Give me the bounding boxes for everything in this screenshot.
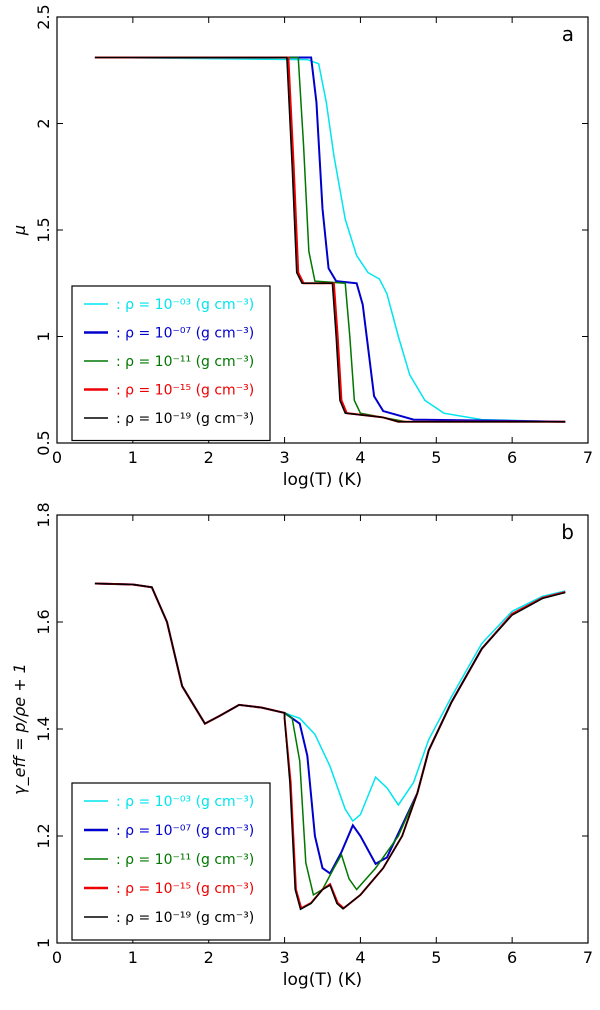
legend: : ρ = 10⁻⁰³ (g cm⁻³) : ρ = 10⁻⁰⁷ (g cm⁻³)… (71, 285, 271, 442)
x-tick-label: 6 (507, 948, 517, 967)
legend-label-1: : ρ = 10⁻⁰⁷ (g cm⁻³) (116, 823, 254, 839)
legend-label-2: : ρ = 10⁻¹¹ (g cm⁻³) (116, 852, 254, 868)
panel-a: 0 1 2 3 4 5 6 7 0.5 1 1.5 2 2.5 log(T) (K) μ a : ρ = 10⁻… (10, 4, 593, 490)
x-tick-label: 2 (204, 448, 214, 467)
x-tick-label: 4 (355, 448, 365, 467)
legend-box (71, 782, 271, 941)
y-tick-label: 2.5 (34, 4, 53, 29)
legend-label-3: : ρ = 10⁻¹⁵ (g cm⁻³) (116, 881, 254, 897)
series-line-4 (94, 56, 566, 423)
series-line-0 (94, 56, 566, 423)
y-axis-label: γ_eff = p/ρe + 1 (10, 663, 30, 795)
x-tick-label: 2 (204, 948, 214, 967)
series-line-4 (94, 582, 566, 911)
y-tick-label: 1.6 (34, 609, 53, 634)
y-tick-label: 1.8 (34, 502, 53, 527)
x-tick-label: 1 (128, 948, 138, 967)
legend-label-2: : ρ = 10⁻¹¹ (g cm⁻³) (116, 354, 254, 370)
x-tick-label: 7 (583, 448, 593, 467)
x-tick-label: 3 (279, 948, 289, 967)
legend-label-1: : ρ = 10⁻⁰⁷ (g cm⁻³) (116, 326, 254, 342)
legend-label-3: : ρ = 10⁻¹⁵ (g cm⁻³) (116, 383, 254, 399)
series-line-1 (94, 56, 566, 423)
x-tick-label: 7 (583, 948, 593, 967)
x-tick-label: 3 (279, 448, 289, 467)
panel-label: a (562, 22, 574, 46)
legend: : ρ = 10⁻⁰³ (g cm⁻³) : ρ = 10⁻⁰⁷ (g cm⁻³)… (71, 782, 271, 941)
legend-label-4: : ρ = 10⁻¹⁹ (g cm⁻³) (116, 411, 254, 427)
y-tick-label: 1.5 (34, 217, 53, 242)
x-axis-label: log(T) (K) (283, 470, 362, 490)
y-tick-label: 2 (34, 118, 53, 128)
y-tick-label: 1.2 (34, 823, 53, 848)
panel-label: b (561, 520, 574, 544)
x-tick-label: 4 (355, 948, 365, 967)
y-axis-label: μ (10, 225, 29, 236)
y-tick-label: 1.4 (34, 716, 53, 741)
x-tick-label: 5 (431, 448, 441, 467)
y-tick-label: 1 (34, 331, 53, 341)
x-tick-label: 5 (431, 948, 441, 967)
x-tick-label: 0 (52, 948, 62, 967)
x-tick-label: 6 (507, 448, 517, 467)
y-tick-label: 1 (34, 938, 53, 948)
legend-box (71, 285, 271, 442)
legend-label-0: : ρ = 10⁻⁰³ (g cm⁻³) (116, 794, 254, 810)
x-axis-label: log(T) (K) (283, 970, 362, 990)
x-tick-label: 0 (52, 448, 62, 467)
legend-label-0: : ρ = 10⁻⁰³ (g cm⁻³) (116, 297, 254, 313)
y-tick-label: 0.5 (34, 430, 53, 455)
x-tick-label: 1 (128, 448, 138, 467)
legend-label-4: : ρ = 10⁻¹⁹ (g cm⁻³) (116, 910, 254, 926)
